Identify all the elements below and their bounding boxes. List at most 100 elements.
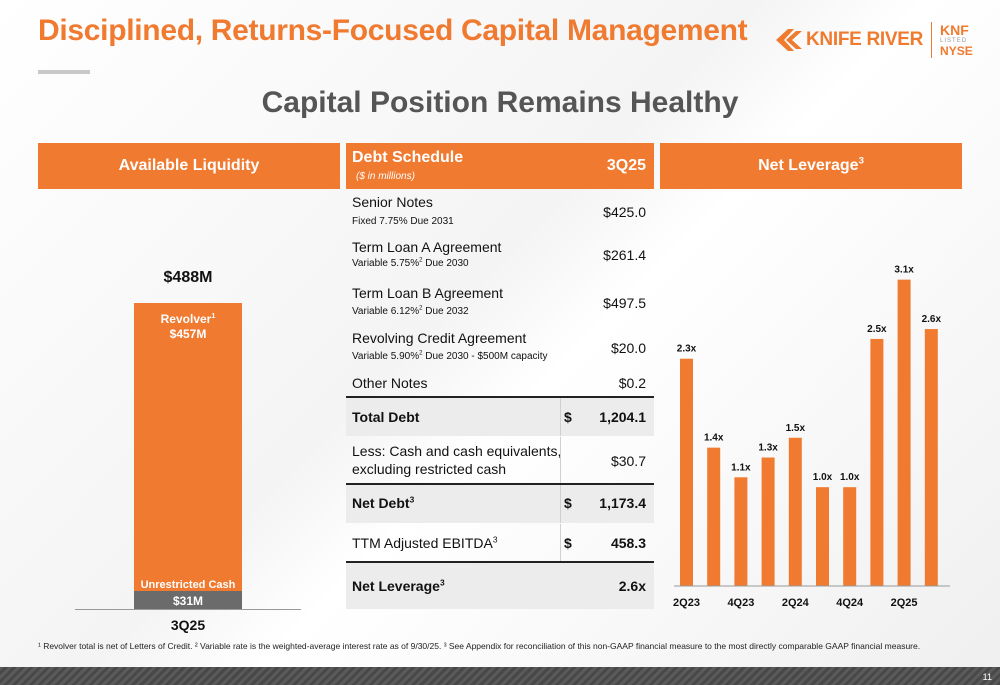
footnote-ref: 1	[211, 311, 216, 320]
row-value: $30.7	[610, 453, 646, 469]
cash-label: Unrestricted Cash	[140, 579, 236, 591]
debt-row-term-loan-a: Term Loan A Agreement Variable 5.75%2 Du…	[346, 233, 654, 277]
leverage-tick-label: 2Q24	[782, 597, 810, 609]
row-detail-rate: Variable 6.12%	[352, 306, 420, 317]
footnote-ref: 3	[492, 534, 498, 545]
row-currency: $	[564, 535, 572, 551]
cash-value: $31M	[172, 594, 204, 608]
row-value: $0.2	[618, 375, 646, 391]
footer-bar	[0, 667, 1000, 685]
leverage-data-label: 1.0x	[813, 472, 833, 483]
slide-subtitle: Capital Position Remains Healthy	[261, 86, 739, 119]
footnote-ref: 3	[858, 155, 864, 167]
debt-row-net-debt: Net Debt3 $ 1,173.4	[346, 485, 654, 523]
row-name: Term Loan A Agreement	[352, 239, 502, 255]
row-detail: Variable 6.12%2 Due 2032	[352, 306, 469, 317]
leverage-header-text: Net Leverage3	[758, 155, 864, 175]
row-name: Other Notes	[352, 375, 428, 391]
row-name-text: TTM Adjusted EBITDA	[352, 535, 493, 551]
leverage-data-label: 1.0x	[840, 472, 860, 483]
logo-divider	[931, 22, 933, 58]
listed-text: LISTED	[940, 38, 968, 44]
leverage-data-label: 1.3x	[758, 443, 778, 454]
revolver-label-text: Revolver	[160, 312, 212, 326]
footnote-ref: 3	[409, 494, 415, 505]
debt-row-cash: Less: Cash and cash equivalents, excludi…	[346, 437, 654, 483]
leverage-bar-2Q24	[788, 437, 802, 586]
exchange-name: NYSE	[940, 44, 973, 58]
row-name-text: Net Leverage	[352, 578, 440, 594]
leverage-bar-1Q25	[870, 338, 884, 586]
row-detail: Variable 5.90%2 Due 2030 - $500M capacit…	[352, 351, 548, 362]
row-value: $497.5	[603, 295, 646, 311]
debt-header: Debt Schedule ($ in millions) 3Q25	[346, 143, 654, 189]
cash-bar	[134, 591, 242, 609]
table-column-divider	[560, 437, 561, 483]
liquidity-header: Available Liquidity	[38, 143, 340, 189]
leverage-tick-label: 4Q24	[836, 597, 864, 609]
row-name: Revolving Credit Agreement	[352, 330, 527, 346]
debt-header-title: Debt Schedule	[352, 149, 464, 166]
revolver-value: $457M	[169, 327, 207, 341]
row-detail-rate: Variable 5.75%	[352, 258, 420, 269]
leverage-bar-3Q23	[707, 447, 721, 586]
slide-title: Disciplined, Returns-Focused Capital Man…	[38, 14, 748, 47]
title-underline	[38, 70, 90, 74]
logo-wordmark: KNIFE RIVER	[806, 29, 924, 50]
leverage-bar-3Q24	[816, 487, 829, 586]
row-detail-maturity: Due 2030	[422, 258, 469, 269]
exchange-badge: KNF LISTED NYSE	[940, 23, 973, 57]
row-detail: Variable 5.75%2 Due 2030	[352, 258, 469, 269]
row-detail: Fixed 7.75% Due 2031	[352, 216, 454, 227]
leverage-data-label: 2.3x	[677, 344, 697, 355]
row-name: Net Debt3	[352, 495, 414, 511]
page-number: 11	[982, 672, 992, 682]
footnote-ref: 2	[419, 305, 423, 312]
row-name: TTM Adjusted EBITDA3	[352, 535, 498, 551]
row-value: $425.0	[603, 204, 646, 220]
leverage-data-label: 1.1x	[731, 462, 751, 473]
debt-row-total-debt: Total Debt $ 1,204.1	[346, 398, 654, 436]
row-value: 1,173.4	[599, 495, 646, 511]
leverage-bar-3Q25	[924, 329, 938, 586]
row-currency: $	[564, 409, 572, 425]
leverage-bar-2Q23	[680, 358, 693, 586]
debt-row-other-notes: Other Notes $0.2	[346, 370, 654, 396]
liquidity-category-label: 3Q25	[170, 617, 206, 633]
leverage-bar-2Q25	[897, 279, 911, 586]
table-rule	[346, 396, 654, 398]
row-name: Total Debt	[352, 409, 420, 425]
leverage-bar-1Q24	[761, 457, 775, 586]
debt-header-period: 3Q25	[606, 157, 646, 174]
net-leverage-chart: 2.3x 2Q23 1.4x 1.1x 4Q23 1.3x 1.5x 2Q24 1.0x 1.0x…	[673, 265, 950, 609]
debt-row-ebitda: TTM Adjusted EBITDA3 $ 458.3	[346, 524, 654, 562]
row-value: 2.6x	[618, 578, 646, 594]
row-name-text: Net Debt	[352, 495, 410, 511]
table-column-divider	[560, 485, 561, 523]
footnote-ref: 3	[439, 577, 445, 588]
debt-row-revolving-credit: Revolving Credit Agreement Variable 5.90…	[346, 325, 654, 369]
debt-row-senior-notes: Senior Notes Fixed 7.75% Due 2031 $425.0	[346, 190, 654, 232]
footnote-ref: 2	[419, 257, 423, 264]
table-column-divider	[560, 524, 561, 561]
debt-row-net-leverage: Net Leverage3 2.6x	[346, 563, 654, 609]
row-detail-maturity: Due 2032	[422, 306, 469, 317]
leverage-title: Net Leverage	[758, 157, 859, 174]
table-rule	[346, 561, 654, 563]
ticker: KNF	[940, 22, 969, 38]
row-name: Less: Cash and cash equivalents,	[352, 443, 562, 459]
footnote-text: ¹ Revolver total is net of Letters of Cr…	[38, 641, 921, 651]
row-value: $261.4	[603, 247, 646, 263]
revolver-label: Revolver1 $457M	[134, 312, 242, 342]
leverage-tick-label: 2Q23	[673, 597, 700, 609]
row-value: 458.3	[610, 535, 646, 551]
row-value: 1,204.1	[599, 409, 646, 425]
row-value: $20.0	[610, 340, 646, 356]
leverage-data-label: 2.6x	[922, 314, 942, 325]
leverage-header: Net Leverage3	[660, 143, 962, 189]
table-rule	[346, 483, 654, 485]
debt-row-term-loan-b: Term Loan B Agreement Variable 6.12%2 Du…	[346, 278, 654, 324]
liquidity-header-text: Available Liquidity	[118, 157, 260, 174]
row-name-cont: excluding restricted cash	[352, 461, 507, 477]
row-name: Net Leverage3	[352, 578, 445, 594]
